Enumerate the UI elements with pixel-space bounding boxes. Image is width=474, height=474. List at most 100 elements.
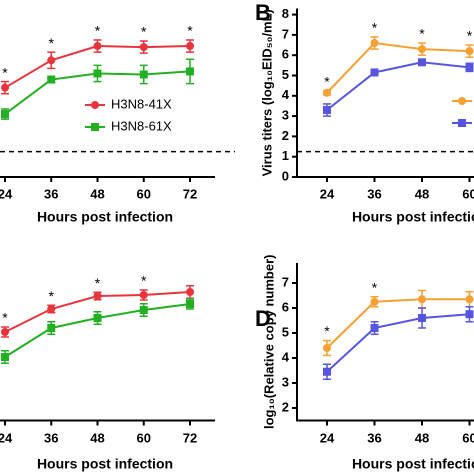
y-axis-label: log₁₀(Relative copy number) — [261, 255, 276, 429]
legend-marker — [458, 119, 466, 127]
y-tick-label: 2 — [282, 128, 289, 143]
legend-marker — [458, 97, 466, 105]
x-tick-label: 60 — [462, 430, 474, 445]
significance-label: * — [141, 273, 147, 289]
significance-label: * — [141, 24, 147, 40]
point — [47, 305, 56, 313]
point — [139, 43, 148, 52]
point — [1, 83, 9, 92]
x-tick-label: 72 — [183, 186, 197, 201]
point — [186, 288, 194, 296]
point — [1, 328, 9, 336]
x-tick-label: 24 — [0, 430, 13, 445]
point — [93, 292, 102, 300]
y-tick-label: 7 — [282, 26, 289, 41]
legend-label: H3N8-41X — [111, 96, 172, 111]
y-tick-label: 0 — [282, 168, 289, 183]
significance-label: * — [95, 275, 101, 291]
significance-label: * — [49, 288, 55, 304]
x-tick-label: 36 — [44, 430, 58, 445]
x-tick-label: 36 — [44, 186, 58, 201]
x-tick-label: 48 — [90, 186, 104, 201]
point — [418, 58, 426, 67]
point — [370, 39, 379, 48]
legend-marker — [91, 123, 99, 131]
panel: 24 36 48 60 72 Hours post infection H3N8-41X H3… — [0, 23, 235, 225]
point — [47, 56, 56, 65]
point — [47, 324, 56, 332]
series-line — [326, 313, 470, 373]
point — [47, 75, 56, 84]
point — [370, 297, 379, 306]
point — [1, 353, 9, 361]
x-axis-label: Hours post infection — [352, 456, 474, 472]
x-tick-label: 72 — [183, 430, 197, 445]
significance-label: * — [2, 64, 8, 80]
y-tick-label: 6 — [282, 299, 289, 314]
point — [465, 295, 474, 304]
point — [323, 88, 331, 97]
significance-label: * — [49, 35, 55, 51]
x-tick-label: 48 — [90, 430, 104, 445]
point — [370, 68, 379, 77]
y-tick-label: 6 — [282, 47, 289, 62]
significance-label: * — [372, 20, 378, 36]
point — [139, 306, 148, 314]
significance-label: * — [419, 26, 425, 42]
legend-marker — [91, 101, 99, 109]
panel-label: B — [255, 0, 271, 25]
panel: 24 36 48 60 Hours post infection 2 3 4 5 6 7 log₁₀(… — [255, 255, 474, 472]
y-tick-label: 8 — [282, 6, 289, 21]
point — [93, 69, 102, 78]
series-line — [326, 41, 470, 94]
point — [323, 106, 331, 115]
point — [186, 300, 194, 308]
y-tick-label: 2 — [282, 399, 289, 414]
y-tick-label: 4 — [282, 349, 290, 364]
x-axis-label: Hours post infection — [37, 456, 173, 472]
point — [370, 324, 379, 332]
y-tick-label: 5 — [282, 324, 289, 339]
significance-label: * — [95, 23, 101, 39]
x-axis-label: Hours post infection — [37, 209, 173, 225]
panel: 24 36 48 60 Hours post infection 0 1 2 3 4 5 6 7 8 Vir… — [255, 0, 474, 225]
point — [186, 42, 194, 51]
significance-label: * — [324, 323, 330, 339]
point — [1, 110, 9, 119]
x-tick-label: 36 — [367, 430, 381, 445]
y-tick-label: 1 — [282, 148, 289, 163]
x-axis-label: Hours post infection — [352, 209, 474, 225]
x-tick-label: 60 — [137, 186, 151, 201]
x-tick-label: 48 — [415, 430, 429, 445]
point — [465, 47, 474, 56]
x-tick-label: 60 — [137, 430, 151, 445]
x-tick-label: 60 — [462, 186, 474, 201]
point — [465, 63, 474, 72]
y-axis-label: Virus titers (log₁₀EID₅₀/mL) — [259, 9, 274, 176]
significance-label: * — [2, 310, 8, 326]
significance-label: * — [467, 28, 473, 44]
x-tick-label: 24 — [320, 430, 335, 445]
series-line — [326, 61, 470, 111]
x-tick-label: 36 — [367, 186, 381, 201]
panel: 24 36 48 60 72 Hours post infection * * * * — [0, 273, 215, 472]
panel-label: D — [255, 306, 271, 331]
y-tick-label: 7 — [282, 274, 289, 289]
point — [418, 45, 426, 54]
significance-label: * — [187, 23, 193, 39]
y-tick-label: 5 — [282, 67, 289, 82]
point — [139, 291, 148, 299]
point — [465, 310, 474, 319]
point — [186, 67, 194, 76]
point — [323, 367, 331, 376]
point — [418, 295, 426, 304]
y-tick-label: 3 — [282, 108, 289, 123]
significance-label: * — [324, 73, 330, 89]
significance-label: * — [372, 279, 378, 295]
point — [93, 314, 102, 322]
y-tick-label: 4 — [282, 87, 290, 102]
series-line — [326, 298, 470, 349]
x-tick-label: 24 — [320, 186, 335, 201]
x-tick-label: 24 — [0, 186, 13, 201]
